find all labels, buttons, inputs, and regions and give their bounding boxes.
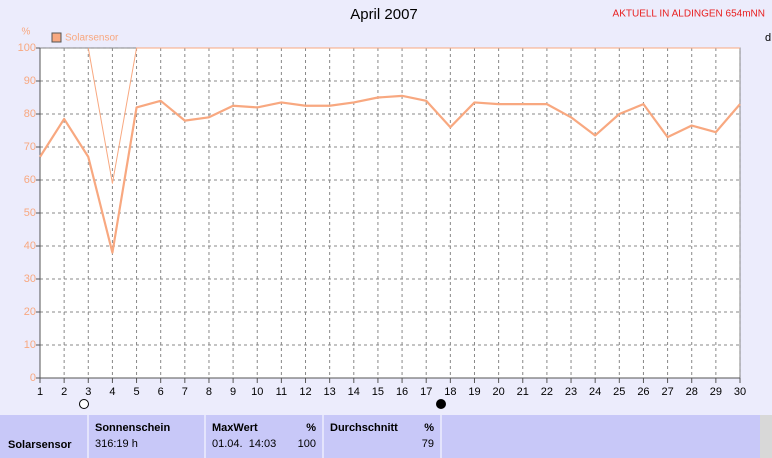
y-tick-label: 80 bbox=[24, 108, 36, 120]
x-tick-label: 22 bbox=[541, 386, 553, 398]
col-header: Durchschnitt bbox=[330, 422, 398, 434]
x-tick-label: 12 bbox=[299, 386, 311, 398]
x-tick-label: 30 bbox=[734, 386, 746, 398]
x-tick-label: 10 bbox=[251, 386, 263, 398]
table: Solarsensor Sonnenschein 316:19 h MaxWer… bbox=[0, 415, 772, 458]
y-tick-label: 0 bbox=[30, 372, 36, 384]
x-tick-label: 16 bbox=[396, 386, 408, 398]
col-header: Sonnenschein bbox=[95, 422, 170, 434]
x-tick-label: 20 bbox=[492, 386, 504, 398]
x-tick-label: 25 bbox=[613, 386, 625, 398]
x-tick-label: 1 bbox=[37, 386, 43, 398]
x-tick-label: 28 bbox=[686, 386, 698, 398]
cell: 01.04. 14:03 bbox=[212, 438, 276, 450]
y-unit: % bbox=[22, 27, 31, 38]
x-tick-label: 29 bbox=[710, 386, 722, 398]
x-tick-label: 5 bbox=[133, 386, 139, 398]
y-tick-label: 30 bbox=[24, 273, 36, 285]
scroll-area bbox=[760, 415, 772, 458]
x-tick-label: 15 bbox=[372, 386, 384, 398]
cell: 316:19 h bbox=[95, 438, 138, 450]
x-tick-label: 27 bbox=[661, 386, 673, 398]
y-tick-label: 100 bbox=[18, 42, 36, 54]
col-header: MaxWert bbox=[212, 422, 258, 434]
series-line bbox=[39, 94, 741, 254]
header-note: AKTUELL IN ALDINGEN 654mNN bbox=[613, 9, 765, 20]
right-axis-label: d bbox=[765, 32, 771, 44]
x-tick-label: 3 bbox=[85, 386, 91, 398]
row-label: Solarsensor bbox=[8, 439, 72, 451]
y-tick-label: 10 bbox=[24, 339, 36, 351]
y-tick-label: 40 bbox=[24, 240, 36, 252]
y-tick-label: 20 bbox=[24, 306, 36, 318]
x-tick-label: 11 bbox=[276, 386, 287, 398]
table-bg bbox=[0, 415, 760, 458]
cell: 100 bbox=[298, 438, 316, 450]
legend-swatch bbox=[51, 32, 62, 43]
x-tick-label: 7 bbox=[182, 386, 188, 398]
y-tick-label: 70 bbox=[24, 141, 36, 153]
x-tick-label: 2 bbox=[61, 386, 67, 398]
legend-label: Solarsensor bbox=[65, 33, 119, 44]
x-tick-label: 24 bbox=[589, 386, 601, 398]
y-tick-label: 90 bbox=[24, 75, 36, 87]
x-tick-label: 4 bbox=[109, 386, 115, 398]
y-tick-label: 60 bbox=[24, 174, 36, 186]
chart-title: April 2007 bbox=[350, 6, 418, 23]
series-line bbox=[87, 47, 740, 184]
x-tick-label: 13 bbox=[324, 386, 336, 398]
y-tick-label: 50 bbox=[24, 207, 36, 219]
col-unit: % bbox=[424, 422, 434, 434]
x-tick-label: 14 bbox=[348, 386, 360, 398]
x-tick-label: 9 bbox=[230, 386, 236, 398]
x-tick-label: 21 bbox=[517, 386, 529, 398]
moon-icon bbox=[79, 399, 89, 409]
cell: 79 bbox=[422, 438, 434, 450]
x-tick-label: 17 bbox=[420, 386, 432, 398]
x-tick-label: 6 bbox=[158, 386, 164, 398]
moon-icon bbox=[436, 399, 446, 409]
x-tick-label: 8 bbox=[206, 386, 212, 398]
col-unit: % bbox=[306, 422, 316, 434]
x-tick-label: 26 bbox=[637, 386, 649, 398]
x-tick-label: 19 bbox=[468, 386, 480, 398]
x-tick-label: 18 bbox=[444, 386, 456, 398]
x-tick-label: 23 bbox=[565, 386, 577, 398]
